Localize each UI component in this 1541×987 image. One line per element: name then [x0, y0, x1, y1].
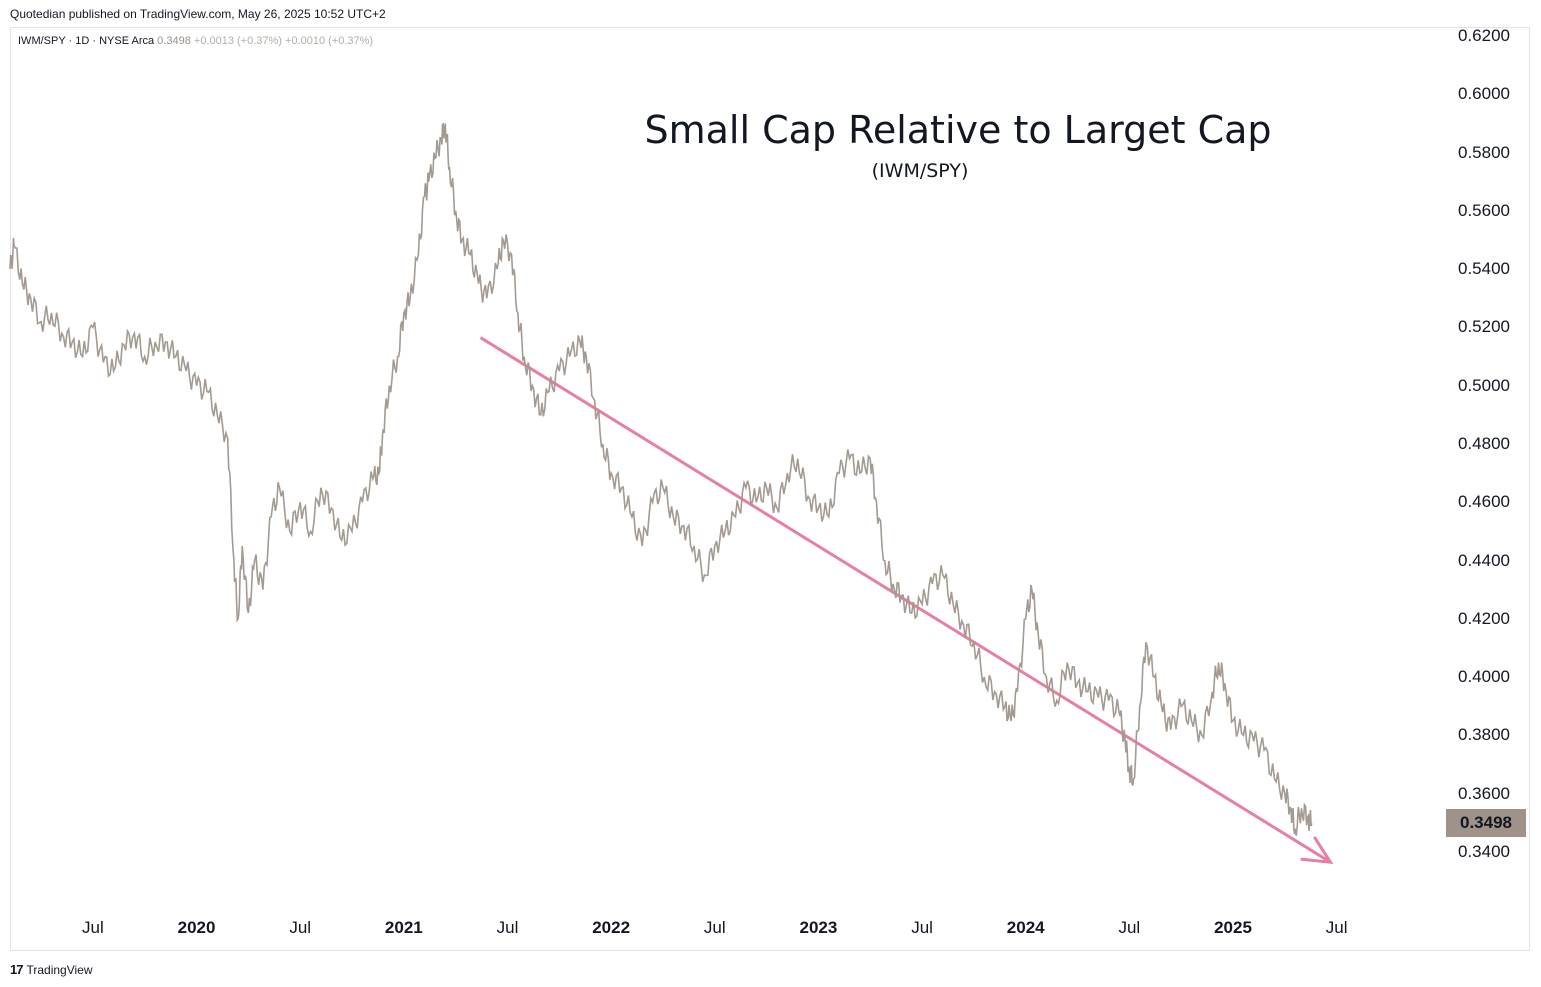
x-tick-label: 2024 [1006, 918, 1045, 937]
y-tick-label: 0.4400 [1458, 550, 1510, 570]
legend-change-2: +0.0010 (+0.37%) [285, 35, 374, 47]
chart-title: Small Cap Relative to Larget Cap [644, 108, 1272, 152]
publish-note: Quotedian published on TradingView.com, … [10, 7, 386, 21]
series-legend: IWM/SPY · 1D · NYSE Arca 0.3498 +0.0013 … [18, 35, 373, 47]
x-tick-label: 2023 [799, 918, 838, 937]
y-tick-label: 0.3800 [1458, 725, 1510, 745]
legend-symbol: IWM/SPY · 1D · NYSE Arca [18, 35, 155, 47]
y-tick-label: 0.3400 [1458, 842, 1510, 861]
x-tick-label: 2020 [177, 918, 216, 937]
y-tick-label: 0.4600 [1458, 492, 1510, 512]
footer[interactable]: 17 TradingView [10, 962, 93, 977]
y-tick-label: 0.5800 [1458, 142, 1510, 162]
y-tick-label: 0.6200 [1458, 26, 1510, 45]
x-tick-label: Jul [82, 918, 104, 937]
y-tick-label: 0.6000 [1458, 84, 1510, 104]
trendline [479, 336, 1332, 864]
y-tick-label: 0.4200 [1458, 608, 1510, 628]
y-tick-label: 0.5400 [1458, 259, 1510, 279]
legend-value: 0.3498 [157, 35, 191, 47]
chart-panel[interactable] [10, 27, 1530, 951]
trend-layer [479, 336, 1334, 865]
y-tick-label: 0.5200 [1458, 317, 1510, 337]
x-tick-label: Jul [1325, 918, 1348, 937]
x-tick-label: 2021 [384, 918, 423, 937]
line-layer [9, 122, 1313, 836]
x-tick-label: Jul [1118, 918, 1141, 937]
y-tick-label: 0.4800 [1458, 434, 1510, 453]
last-price-tag: 0.3498 [1446, 809, 1526, 837]
x-tick-label: Jul [289, 918, 312, 937]
tradingview-logo-icon: 17 [10, 962, 24, 977]
x-tick-label: Jul [703, 918, 726, 937]
x-tick-label: Jul [911, 918, 933, 937]
x-tick-label: Jul [496, 918, 519, 937]
x-tick-label: 2022 [592, 918, 631, 937]
chart-subtitle: (IWM/SPY) [871, 160, 969, 182]
y-tick-label: 0.5600 [1458, 200, 1510, 220]
y-tick-label: 0.4000 [1458, 667, 1510, 687]
y-tick-label: 0.5000 [1458, 375, 1510, 395]
series-line [9, 122, 1313, 836]
y-tick-label: 0.3600 [1458, 783, 1510, 803]
trendline-arrow [1300, 836, 1334, 865]
x-tick-label: 2025 [1214, 918, 1252, 937]
legend-change-1: +0.0013 (+0.37%) [193, 35, 282, 47]
footer-brand: TradingView [26, 962, 93, 977]
